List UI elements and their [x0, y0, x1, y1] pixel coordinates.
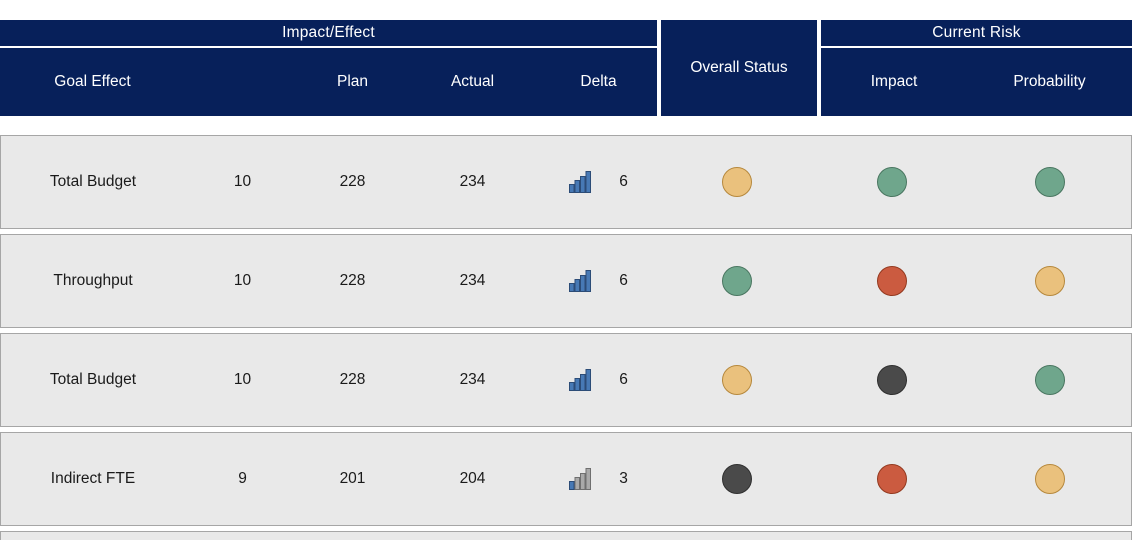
table-row: Total Budget 10 228 234 6 — [0, 333, 1132, 427]
impact-column-header: Impact — [870, 73, 918, 90]
status-report-page: Impact/Effect Goal Effect Plan Actual De… — [0, 20, 1132, 540]
impact-effect-header-group: Impact/Effect Goal Effect Plan Actual De… — [0, 20, 657, 116]
delta-cell: 6 — [540, 369, 657, 391]
delta-value: 3 — [619, 470, 628, 487]
probability-risk-circle — [1034, 464, 1065, 494]
table-row: Throughput 10 228 234 6 — [0, 234, 1132, 328]
table-body: Total Budget 10 228 234 6 Throughput 10 … — [0, 135, 1132, 526]
probability-risk-circle — [1034, 167, 1065, 197]
impact-risk-circle — [877, 464, 907, 494]
current-risk-subheader: Impact Probability — [821, 48, 1132, 116]
actual-cell: 204 — [459, 470, 486, 487]
plan-cell: 228 — [339, 173, 366, 190]
delta-cell: 6 — [540, 171, 657, 193]
table-header: Impact/Effect Goal Effect Plan Actual De… — [0, 20, 1132, 116]
table-row: Total Budget 10 228 234 6 — [0, 135, 1132, 229]
plan-cell: 228 — [339, 272, 366, 289]
table-row: Indirect FTE 9 201 204 3 — [0, 432, 1132, 526]
impact-risk-circle — [877, 266, 907, 296]
header-divider — [0, 46, 657, 48]
rising-bar-chart-icon — [569, 369, 592, 391]
plan-cell: 201 — [339, 470, 366, 487]
weight-cell: 10 — [233, 173, 252, 190]
delta-value: 6 — [619, 173, 628, 190]
rising-bar-chart-icon — [569, 171, 592, 193]
impact-effect-group-title: Impact/Effect — [282, 24, 375, 41]
plan-column-header: Plan — [336, 73, 369, 90]
probability-risk-circle — [1034, 365, 1065, 395]
actual-cell: 234 — [459, 272, 486, 289]
overall-status-circle — [722, 167, 752, 197]
probability-risk-circle — [1034, 266, 1065, 296]
goal-effect-cell: Total Budget — [49, 173, 137, 190]
overall-status-circle — [722, 464, 752, 494]
delta-value: 6 — [619, 272, 628, 289]
goal-effect-cell: Indirect FTE — [50, 470, 136, 487]
current-risk-group-title: Current Risk — [932, 24, 1021, 41]
rising-bar-chart-icon — [569, 270, 592, 292]
impact-risk-circle — [877, 365, 907, 395]
weight-cell: 10 — [233, 371, 252, 388]
goal-effect-cell: Total Budget — [49, 371, 137, 388]
impact-effect-subheader: Goal Effect Plan Actual Delta — [0, 48, 657, 116]
actual-cell: 234 — [459, 173, 486, 190]
goal-effect-cell: Throughput — [53, 272, 133, 289]
probability-column-header: Probability — [1013, 73, 1086, 90]
table-row-partial — [0, 531, 1132, 540]
actual-column-header: Actual — [450, 73, 495, 90]
delta-column-header: Delta — [580, 73, 617, 90]
header-divider — [821, 46, 1132, 48]
delta-value: 6 — [619, 371, 628, 388]
plan-cell: 228 — [339, 371, 366, 388]
goal-effect-column-header: Goal Effect — [54, 73, 131, 90]
rising-bar-chart-icon — [569, 468, 592, 490]
impact-risk-circle — [877, 167, 907, 197]
weight-cell: 10 — [233, 272, 252, 289]
current-risk-header-group: Current Risk Impact Probability — [821, 20, 1132, 116]
overall-status-circle — [722, 365, 752, 395]
actual-cell: 234 — [459, 371, 486, 388]
overall-status-circle — [722, 266, 752, 296]
overall-status-column-header: Overall Status — [661, 20, 817, 116]
weight-cell: 9 — [238, 470, 247, 487]
delta-cell: 6 — [540, 270, 657, 292]
delta-cell: 3 — [540, 468, 657, 490]
